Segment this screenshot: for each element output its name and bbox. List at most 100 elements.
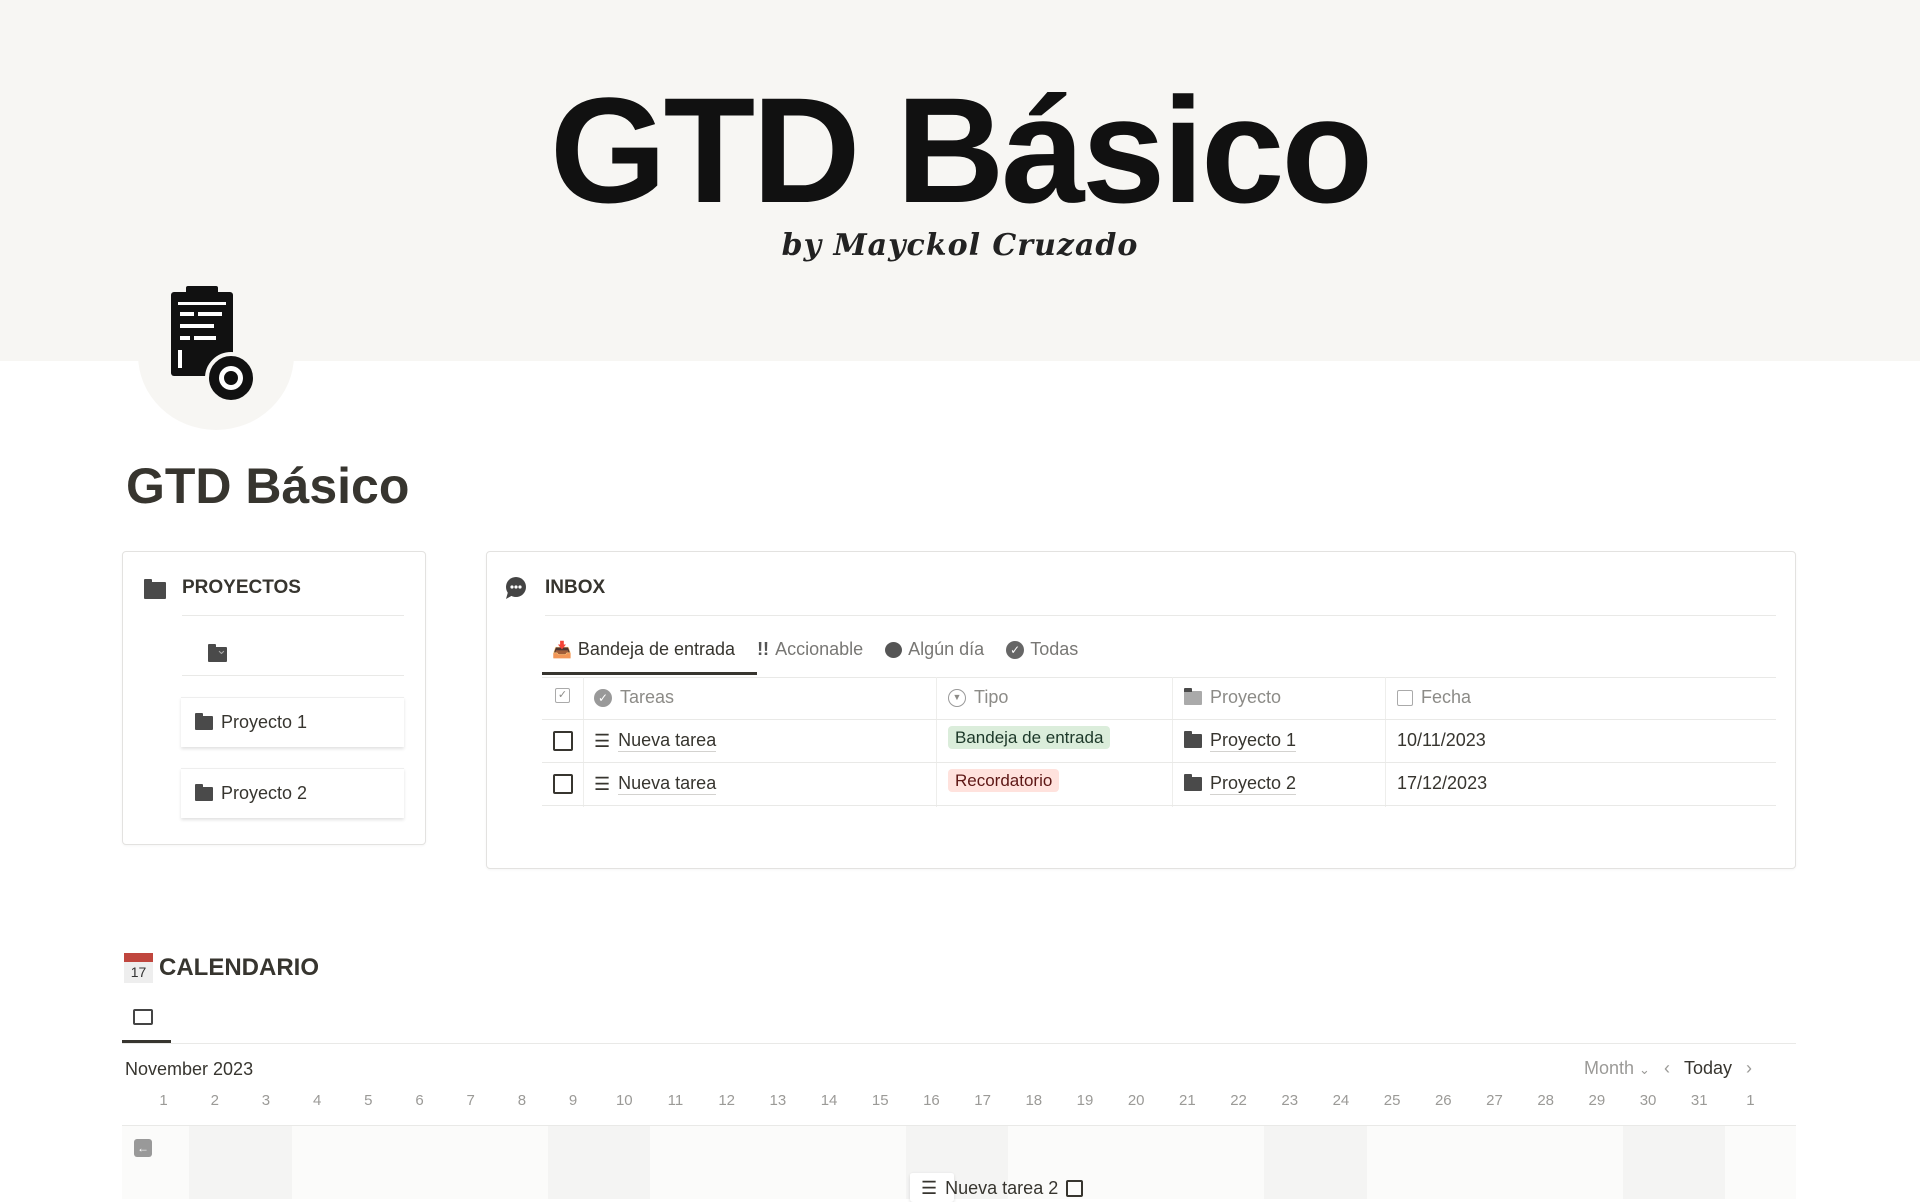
weekend-column: [1622, 1126, 1674, 1199]
day-number: 31: [1690, 1092, 1708, 1109]
day-number: 14: [820, 1092, 838, 1109]
inbox-panel: [486, 551, 1796, 869]
day-number: 25: [1383, 1092, 1401, 1109]
day-number: 23: [1281, 1092, 1299, 1109]
weekend-column: [240, 1126, 292, 1199]
cover-image: [0, 0, 1920, 361]
day-number: 17: [974, 1092, 991, 1109]
task-date: 17/12/2023: [1397, 773, 1488, 793]
table-row[interactable]: ☰ Nueva tarea Recordatorio Proyecto 2 17/…: [542, 763, 1776, 805]
checkbox-column-icon: ✓: [555, 688, 570, 703]
day-number: 11: [667, 1092, 684, 1109]
tab-accionable[interactable]: !! Accionable: [757, 639, 863, 660]
task-checkbox[interactable]: [553, 774, 573, 794]
column-label: Tareas: [620, 687, 675, 707]
calendar-heading: 17 CALENDARIO: [124, 953, 319, 983]
column-header-fecha[interactable]: Fecha: [1397, 687, 1471, 708]
folder-icon: [1184, 774, 1202, 791]
folder-icon: [1184, 687, 1202, 705]
task-title[interactable]: Nueva tarea: [618, 773, 717, 795]
arrow-left-icon[interactable]: ←: [134, 1139, 152, 1157]
event-checkbox[interactable]: [1066, 1180, 1084, 1197]
weekend-column: [957, 1126, 1009, 1199]
day-number: 18: [1025, 1092, 1043, 1109]
tipo-tag: Bandeja de entrada: [948, 726, 1111, 749]
day-number: 1: [1746, 1092, 1755, 1109]
project-card[interactable]: Proyecto 1: [181, 697, 404, 747]
page-title: GTD Básico: [126, 458, 410, 514]
double-exclamation-icon: !!: [757, 639, 770, 659]
weekend-column: [547, 1126, 599, 1199]
day-number: 22: [1230, 1092, 1247, 1109]
calendar-title: CALENDARIO: [159, 954, 319, 981]
calendar-day-header: 1 2 3 4 5 6 7 8 9 10 11 12 13 14 15 16 17 18 19 20 21 22 23 24 2…: [138, 1092, 1776, 1109]
proyectos-heading: PROYECTOS: [182, 577, 301, 598]
day-number: 24: [1332, 1092, 1350, 1109]
folder-icon[interactable]: [208, 644, 228, 662]
tab-label: Accionable: [775, 639, 864, 659]
view-select[interactable]: Month ⌄: [1584, 1058, 1650, 1078]
day-number: 12: [718, 1092, 735, 1109]
table-row[interactable]: ☰ Nueva tarea Bandeja de entrada Proyecto…: [542, 720, 1776, 762]
calendar-month-label: November 2023: [125, 1059, 254, 1079]
inbox-tray-icon: 📥: [552, 641, 572, 659]
chevron-down-icon[interactable]: ⌄: [216, 642, 227, 657]
divider: [182, 675, 404, 676]
column-header-tipo[interactable]: ▼ Tipo: [948, 687, 1008, 708]
divider: [122, 1043, 1796, 1044]
tab-algun-dia[interactable]: Algún día: [885, 639, 984, 660]
weekend-column: [1674, 1126, 1726, 1199]
calendar-view-icon[interactable]: [133, 1009, 153, 1025]
task-checkbox[interactable]: [553, 731, 573, 751]
column-label: Tipo: [974, 687, 1009, 707]
column-header-tareas[interactable]: ✓ Tareas: [594, 687, 674, 708]
day-number: 30: [1639, 1092, 1657, 1109]
calendar-controls: Month ⌄ ‹ Today ›: [1584, 1058, 1752, 1079]
divider: [122, 1125, 1796, 1126]
checklist-icon: ☰: [594, 730, 611, 751]
project-link[interactable]: Proyecto 1: [1210, 730, 1297, 752]
day-number: 16: [923, 1092, 940, 1109]
project-name: Proyecto 1: [221, 712, 308, 732]
weekend-column: [598, 1126, 650, 1199]
weekend-column: [1315, 1126, 1367, 1199]
day-number: 8: [517, 1092, 527, 1109]
day-number: 9: [568, 1092, 578, 1109]
speech-balloon-icon: [885, 641, 903, 658]
folder-icon: [144, 579, 166, 599]
chevron-down-icon: ⌄: [1639, 1062, 1650, 1077]
prev-month-button[interactable]: ‹: [1663, 1058, 1670, 1078]
column-header-proyecto[interactable]: Proyecto: [1184, 687, 1281, 708]
day-number: 27: [1486, 1092, 1503, 1109]
day-number: 1: [159, 1092, 168, 1109]
next-month-button[interactable]: ›: [1746, 1058, 1752, 1078]
day-number: 7: [466, 1092, 475, 1109]
column-label: Proyecto: [1210, 687, 1282, 707]
day-number: 20: [1127, 1092, 1145, 1109]
view-tabs: 📥 Bandeja de entrada !! Accionable Algún d…: [552, 639, 1078, 660]
inbox-table: ✓ ✓ Tareas ▼ Tipo Proyecto Fecha ☰ Nueva ta…: [542, 677, 1776, 807]
tab-bandeja-de-entrada[interactable]: 📥 Bandeja de entrada: [552, 639, 735, 660]
day-number: 10: [615, 1092, 633, 1109]
project-link[interactable]: Proyecto 2: [1210, 773, 1297, 795]
project-card[interactable]: Proyecto 2: [181, 768, 404, 818]
weekend-column: [1264, 1126, 1316, 1199]
day-number: 5: [364, 1092, 373, 1109]
calendar-event[interactable]: ☰ Nueva tarea 2: [921, 1178, 1084, 1199]
tab-label: Bandeja de entrada: [577, 639, 736, 659]
speech-bubble-icon: [506, 577, 526, 599]
divider: [545, 615, 1776, 616]
tab-todas[interactable]: ✓ Todas: [1006, 639, 1078, 660]
task-title[interactable]: Nueva tarea: [618, 730, 717, 752]
cover-title: GTD Básico: [549, 66, 1373, 234]
calendar-17-icon: 17: [124, 953, 153, 983]
day-number: 28: [1537, 1092, 1554, 1109]
day-number: 21: [1179, 1092, 1196, 1109]
today-button[interactable]: Today: [1683, 1058, 1732, 1078]
clipboard-gear-icon[interactable]: [138, 280, 294, 430]
day-number: 6: [415, 1092, 424, 1109]
check-circle-icon: ✓: [594, 688, 612, 707]
divider: [542, 677, 1776, 678]
divider: [182, 615, 404, 616]
tab-label: Algún día: [908, 639, 985, 659]
